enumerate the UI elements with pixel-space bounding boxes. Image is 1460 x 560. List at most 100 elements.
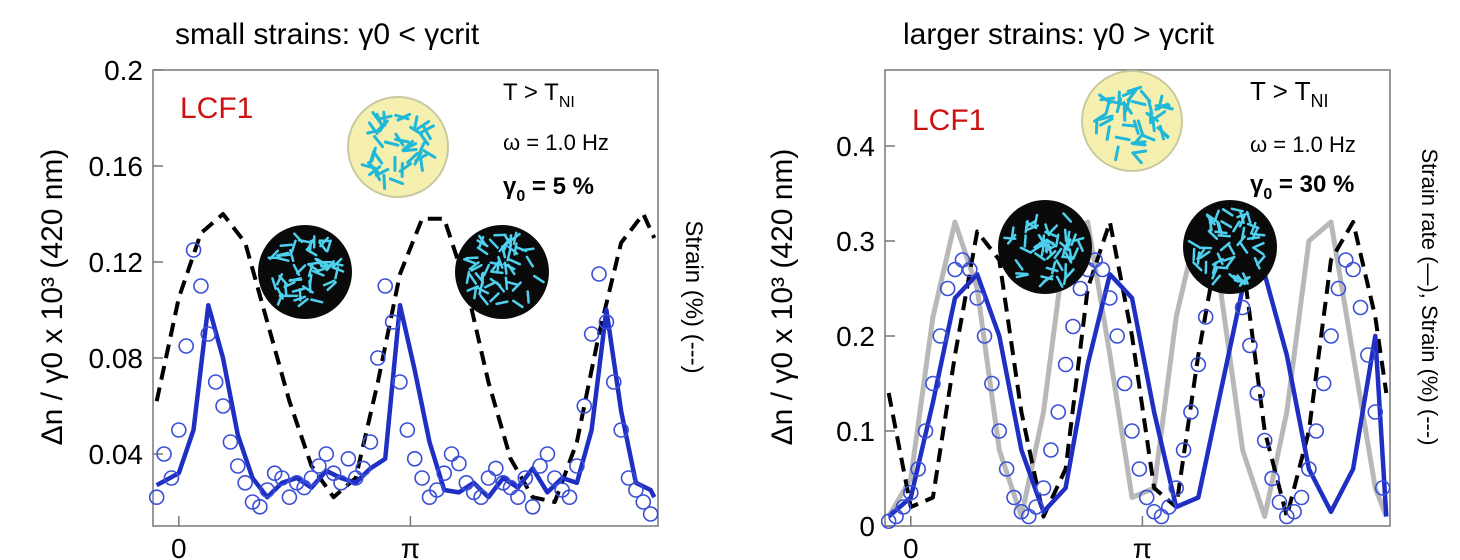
data-point	[969, 290, 985, 306]
data-point	[532, 458, 548, 474]
series-layer	[880, 219, 1391, 530]
data-point	[429, 482, 445, 498]
data-point	[1109, 328, 1126, 344]
x-tick-label: 0	[171, 533, 187, 560]
data-point	[451, 455, 467, 472]
y-axis-label: Δn / γ0 x 10³ (420 nm)	[766, 149, 799, 446]
data-point	[1323, 328, 1339, 344]
data-point	[443, 446, 460, 462]
data-point	[1124, 423, 1140, 439]
temperature-annotation: T > TNI	[1250, 76, 1328, 111]
data-point	[1337, 252, 1354, 268]
y-tick-label: 0.16	[89, 151, 144, 182]
data-point	[620, 470, 637, 486]
data-point	[303, 470, 320, 486]
data-point	[488, 460, 504, 477]
nematic-domain-inset	[1183, 200, 1277, 294]
plot-frame	[152, 69, 659, 527]
data-point	[510, 489, 526, 506]
data-point	[569, 458, 585, 474]
data-point	[1249, 385, 1266, 401]
data-point	[628, 482, 644, 498]
data-point	[1094, 261, 1111, 278]
data-point	[480, 470, 497, 486]
strain-amplitude-annotation: γ0 = 5 %	[503, 173, 594, 205]
data-point	[200, 326, 217, 342]
data-point	[333, 474, 349, 491]
y-tick-label: 0.4	[836, 131, 875, 162]
data-point	[1175, 442, 1192, 458]
data-point	[1242, 337, 1258, 354]
data-point	[340, 450, 357, 467]
data-point	[1057, 356, 1074, 373]
data-point	[1043, 442, 1059, 458]
data-point	[1065, 318, 1081, 335]
x-tick-label: π	[1133, 533, 1152, 560]
y-tick-label: 0.1	[836, 416, 875, 447]
data-point	[193, 278, 209, 294]
y2-axis-label: Strain (%) (---)	[680, 220, 707, 373]
strain-dashed-line	[886, 220, 1389, 519]
data-point	[163, 470, 180, 486]
data-point	[903, 484, 919, 501]
birefringence-fit-line	[887, 272, 1389, 519]
data-point	[1271, 494, 1288, 511]
data-point	[207, 374, 224, 390]
data-point	[148, 489, 165, 506]
data-point	[362, 434, 379, 450]
data-point	[406, 450, 423, 467]
sample-label: LCF1	[912, 104, 985, 137]
data-point	[237, 474, 253, 491]
data-point	[642, 506, 659, 522]
data-point	[1072, 280, 1089, 297]
data-point	[895, 499, 912, 515]
data-point	[384, 314, 401, 330]
data-point	[1374, 480, 1391, 496]
data-point	[377, 278, 394, 294]
data-point	[215, 398, 231, 414]
data-point	[296, 479, 312, 496]
sample-label: LCF1	[180, 92, 253, 125]
data-point	[355, 460, 371, 477]
data-point	[1006, 489, 1022, 506]
data-point	[156, 446, 172, 462]
data-point	[458, 474, 475, 491]
data-point	[1264, 470, 1280, 487]
data-point	[414, 470, 430, 486]
x-tick-label: 0	[903, 533, 919, 560]
frequency-annotation: ω = 1.0 Hz	[503, 130, 609, 155]
chart-title: larger strains: γ0 > γcrit	[903, 18, 1215, 51]
data-point	[917, 423, 934, 439]
data-point	[939, 280, 956, 297]
data-point	[961, 261, 978, 278]
data-point	[1161, 499, 1177, 515]
data-point	[561, 489, 578, 506]
data-point	[947, 261, 963, 278]
data-point	[598, 314, 615, 330]
data-point	[1315, 375, 1332, 392]
y-axis-label: Δn / γ0 x 10³ (420 nm)	[36, 149, 69, 446]
data-point	[1131, 461, 1148, 477]
title-text: small strains: γ0 < γcrit	[175, 18, 480, 51]
data-point	[259, 482, 276, 498]
chart-panel-small-strains: small strains: γ0 < γcrit Δn / γ0 x 10³ …	[36, 18, 707, 560]
data-point	[1035, 480, 1052, 496]
data-point	[473, 489, 489, 506]
nematic-domain-inset	[258, 225, 352, 319]
data-point	[1028, 499, 1044, 515]
data-point	[281, 489, 298, 506]
chart-panel-larger-strains: larger strains: γ0 > γcrit Δn / γ0 x 10³…	[766, 18, 1442, 560]
data-point	[1138, 489, 1155, 506]
data-point	[1168, 480, 1185, 496]
data-point	[546, 470, 563, 486]
data-point	[1330, 280, 1347, 297]
data-point	[502, 479, 519, 496]
x-ticks	[178, 516, 412, 526]
series-layer	[148, 212, 659, 522]
data-point	[392, 374, 408, 390]
data-point	[222, 434, 239, 450]
y-ticks	[885, 145, 895, 527]
y-tick-label: 0.04	[89, 439, 144, 470]
chart-title: small strains: γ0 < γcrit	[175, 18, 480, 51]
